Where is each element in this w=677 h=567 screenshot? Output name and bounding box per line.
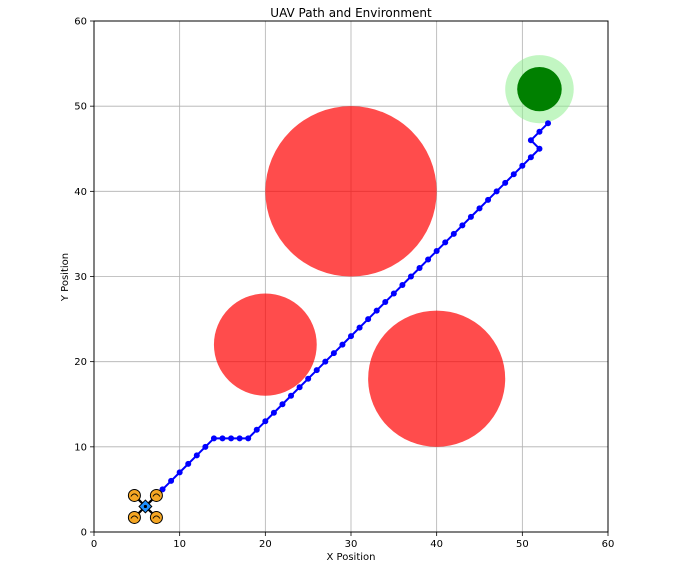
path-point (305, 375, 312, 382)
path-point (416, 264, 423, 271)
path-point (536, 145, 543, 152)
path-point (210, 435, 217, 442)
y-tick-label: 0 (81, 528, 87, 539)
goal-marker (517, 66, 562, 112)
path-point (442, 239, 449, 246)
path-point (527, 137, 534, 144)
path-point (459, 222, 466, 229)
x-tick-label: 30 (345, 539, 358, 550)
uav-blade (152, 493, 161, 497)
path-point (476, 205, 483, 212)
path-point (399, 282, 406, 289)
axis-ticks: 0 10 20 30 40 50 60 0 10 20 30 40 50 60 (74, 17, 614, 551)
path-point (176, 469, 183, 476)
path-point (407, 273, 414, 280)
path-point (433, 247, 440, 254)
chart-title: UAV Path and Environment (270, 6, 432, 20)
uav-rotor (149, 488, 163, 502)
path-point (330, 350, 337, 357)
path-point (545, 120, 552, 127)
y-tick-label: 50 (74, 102, 87, 113)
path-point (373, 307, 380, 314)
uav-center (143, 504, 147, 509)
path-point (236, 435, 243, 442)
y-tick-label: 30 (74, 272, 87, 283)
path-point (288, 392, 295, 399)
path-point (168, 477, 175, 484)
path-point (493, 188, 500, 195)
path-point (185, 460, 192, 467)
path-point (390, 290, 397, 297)
path-point (536, 128, 543, 135)
path-point (262, 418, 269, 425)
path-point (365, 316, 372, 323)
obstacle-circle (213, 293, 317, 396)
path-point (425, 256, 432, 263)
path-point (202, 443, 209, 450)
path-point (279, 401, 286, 408)
x-tick-label: 60 (602, 539, 615, 550)
x-tick-label: 0 (91, 539, 97, 550)
path-point (219, 435, 226, 442)
path-point (356, 324, 363, 331)
y-tick-label: 10 (74, 442, 87, 453)
path-point (270, 409, 277, 416)
x-tick-label: 40 (430, 539, 443, 550)
path-point (322, 358, 329, 365)
path-point (510, 171, 517, 178)
quadcopter-icon (127, 488, 163, 524)
path-point (502, 179, 509, 186)
y-tick-label: 40 (74, 187, 87, 198)
path-point (485, 196, 492, 203)
obstacle-circle (265, 106, 437, 277)
uav-rotor (149, 510, 163, 524)
x-tick-label: 50 (516, 539, 529, 550)
obstacles (213, 106, 506, 447)
uav-rotor (127, 510, 141, 524)
path-point (348, 333, 354, 340)
path-point (296, 384, 303, 391)
x-tick-label: 10 (173, 539, 186, 550)
path-point (313, 367, 320, 374)
uav-blade (130, 515, 139, 519)
y-tick-label: 20 (74, 357, 87, 368)
uav-blade (152, 515, 161, 519)
path-point (527, 154, 534, 161)
x-axis-label: X Position (327, 552, 376, 563)
uav-marker (127, 488, 163, 524)
obstacle-circle (368, 310, 506, 447)
path-point (245, 435, 252, 442)
path-point (228, 435, 235, 442)
path-point (253, 426, 260, 433)
path-point (467, 213, 474, 220)
path-point (339, 341, 346, 348)
uav-blade (130, 493, 139, 497)
goal (505, 55, 574, 124)
y-axis-label: Y Position (60, 253, 71, 302)
path-point (450, 230, 457, 237)
path-point (193, 452, 200, 459)
path-point (519, 162, 526, 169)
x-tick-label: 20 (259, 539, 272, 550)
y-tick-label: 60 (74, 17, 87, 28)
path-point (382, 299, 389, 306)
uav-rotor (127, 488, 141, 502)
